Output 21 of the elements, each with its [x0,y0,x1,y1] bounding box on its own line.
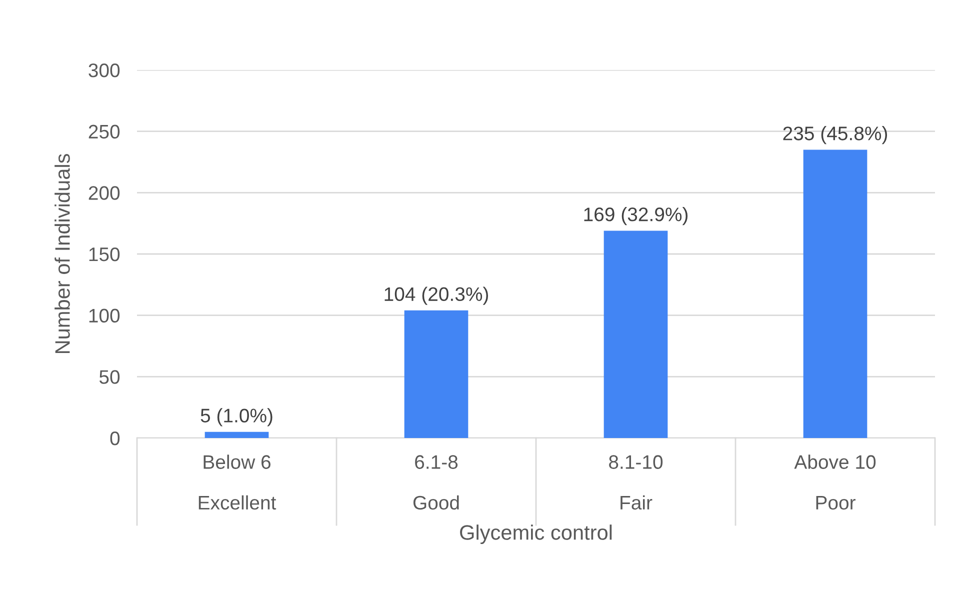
category-label: 6.1-8 Good [413,455,459,510]
y-tick-label: 200 [88,186,120,200]
y-tick-label: 300 [88,63,120,78]
data-label: 235 (45.8%) [783,126,888,144]
y-tick-label: 150 [89,247,120,262]
y-tick-label: 250 [88,124,120,139]
y-tick-label: 0 [110,431,120,446]
y-axis-title: Number of Individuals [54,154,70,354]
bar [604,230,668,438]
bar [204,432,269,438]
data-label: 104 (20.3%) [384,286,488,305]
data-label: 169 (32.9%) [584,207,688,226]
bar [404,310,468,438]
bar [803,150,868,438]
category-label: Above 10 Poor [794,454,876,510]
category-label: 8.1-10 Fair [609,455,663,510]
x-axis-title: Glycemic control [460,524,612,544]
category-label: Below 6 Excellent [198,454,276,510]
y-tick-label: 50 [99,370,120,384]
y-tick-label: 100 [89,308,120,323]
data-label: 5 (1.0%) [200,408,272,426]
